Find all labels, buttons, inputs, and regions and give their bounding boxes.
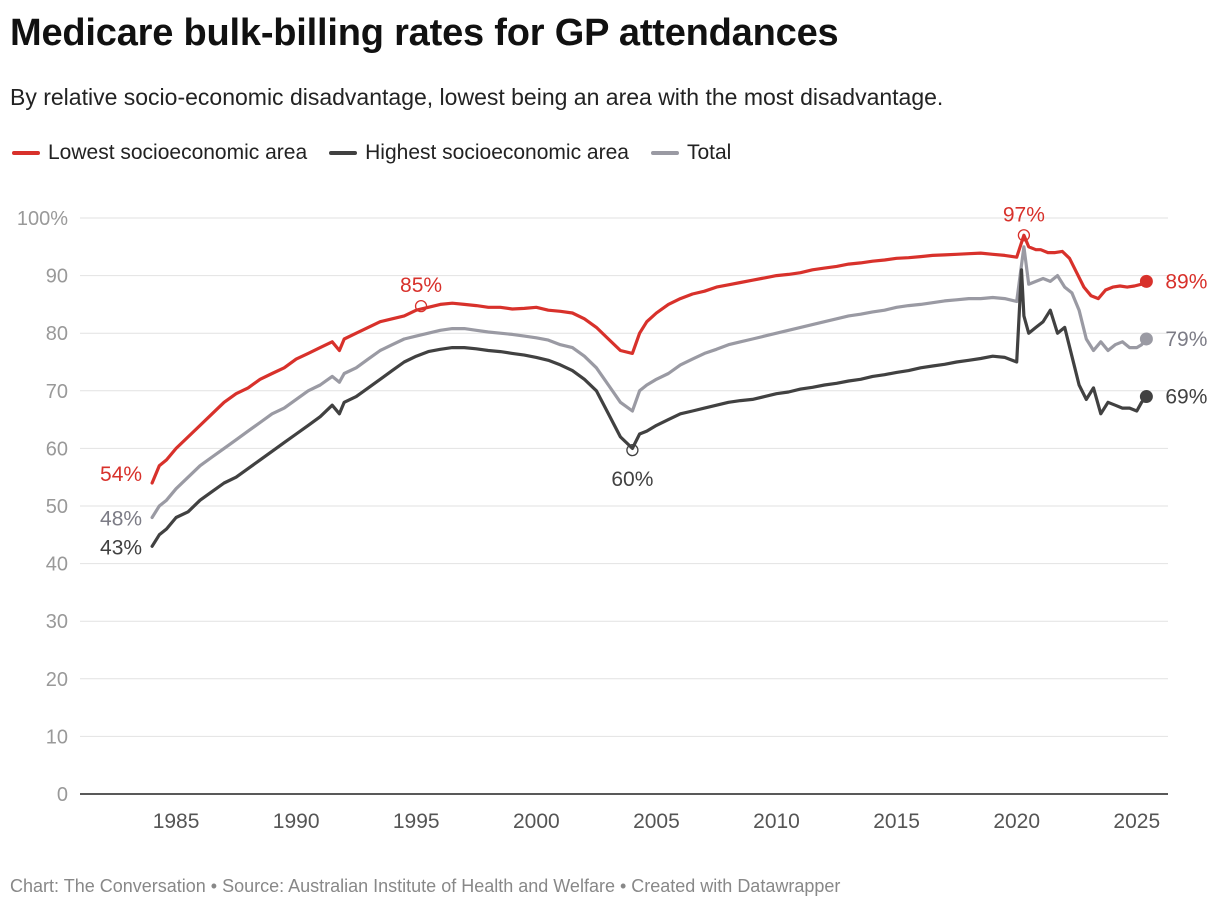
- x-tick-label-2015: 2015: [873, 810, 920, 830]
- chart-subtitle: By relative socio-economic disadvantage,…: [10, 84, 944, 110]
- y-tick-label-40: 40: [46, 554, 68, 576]
- annotation-label-5: 97%: [1003, 203, 1045, 226]
- y-tick-label-0: 0: [57, 784, 68, 806]
- legend-label-highest: Highest socioeconomic area: [365, 141, 629, 164]
- legend-swatch-highest: [329, 151, 358, 155]
- start-label-total: 48%: [100, 508, 142, 531]
- legend: Lowest socioeconomic area Highest socioe…: [12, 141, 753, 165]
- x-tick-label-2000: 2000: [513, 810, 560, 830]
- y-tick-label-60: 60: [46, 438, 68, 460]
- series-line-total: [150, 245, 1149, 520]
- chart-title: Medicare bulk-billing rates for GP atten…: [10, 12, 839, 54]
- annotation-label-3: 85%: [400, 274, 442, 297]
- series-line-highest: [150, 268, 1149, 548]
- start-label-highest: 43%: [100, 536, 142, 559]
- legend-item-highest: Highest socioeconomic area: [329, 141, 629, 165]
- y-tick-label-80: 80: [46, 323, 68, 345]
- start-label-lowest: 54%: [100, 463, 142, 486]
- end-dot-lowest: [1139, 274, 1153, 288]
- y-tick-label-50: 50: [46, 496, 68, 518]
- y-tick-label-10: 10: [46, 726, 68, 748]
- x-tick-label-1995: 1995: [393, 810, 440, 830]
- end-dot-highest: [1139, 390, 1153, 404]
- x-tick-label-2025: 2025: [1113, 810, 1160, 830]
- y-tick-label-70: 70: [46, 381, 68, 403]
- legend-label-lowest: Lowest socioeconomic area: [48, 141, 308, 164]
- annotation-ring-5: [1017, 229, 1031, 242]
- legend-swatch-total: [650, 151, 679, 155]
- legend-item-lowest: Lowest socioeconomic area: [12, 141, 307, 165]
- end-label-lowest: 89%: [1165, 270, 1207, 293]
- end-label-total: 79%: [1165, 328, 1207, 351]
- x-tick-label-1990: 1990: [273, 810, 320, 830]
- x-tick-label-1985: 1985: [153, 810, 200, 830]
- end-dot-total: [1139, 332, 1153, 346]
- end-label-highest: 69%: [1165, 386, 1207, 409]
- chart-footer: Chart: The Conversation • Source: Austra…: [10, 876, 841, 896]
- x-tick-label-2020: 2020: [993, 810, 1040, 830]
- series-line-lowest: [150, 233, 1149, 485]
- y-tick-label-100: 100%: [17, 208, 68, 230]
- legend-label-total: Total: [686, 141, 732, 164]
- x-tick-label-2010: 2010: [753, 810, 800, 830]
- legend-item-total: Total: [650, 141, 732, 165]
- annotation-ring-4: [626, 443, 639, 457]
- x-tick-label-2005: 2005: [633, 810, 680, 830]
- y-tick-label-20: 20: [46, 669, 68, 691]
- annotation-ring-3: [414, 299, 428, 313]
- annotation-label-4: 60%: [611, 468, 653, 491]
- legend-swatch-lowest: [12, 151, 40, 155]
- y-tick-label-90: 90: [46, 266, 68, 288]
- line-chart: 0 10 20 30 40 50 60 70 80 90 100% 1985 1990 1995 2000 2…: [17, 203, 1208, 830]
- y-tick-label-30: 30: [46, 611, 68, 633]
